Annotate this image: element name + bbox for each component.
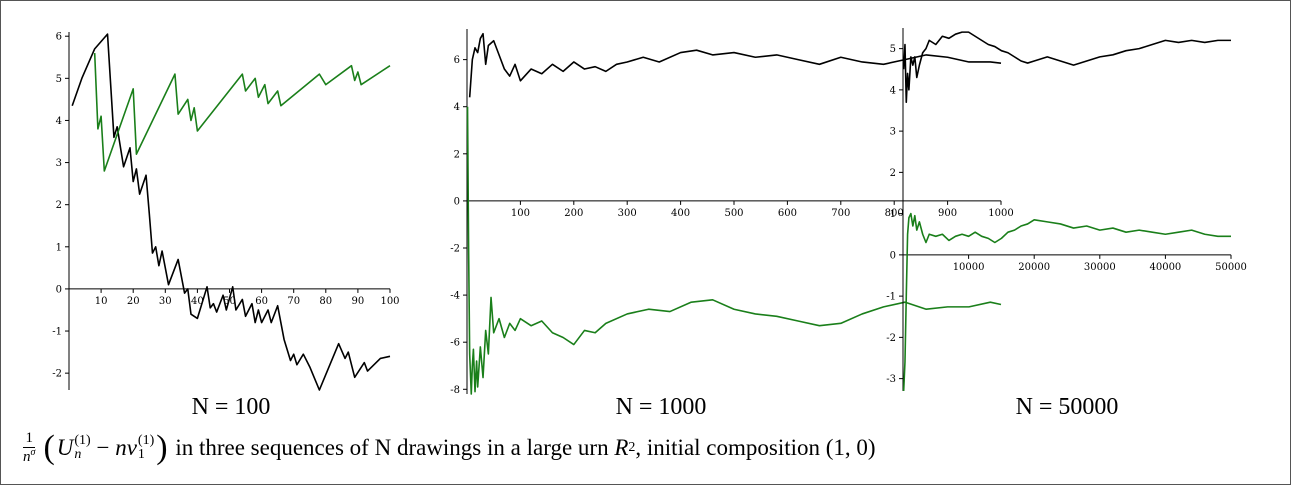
series-line [902, 212, 1231, 392]
series-line [466, 106, 1002, 395]
x-tick-label: 10 [95, 296, 108, 307]
x-tick-label: 50 [223, 296, 236, 307]
paren: ) [156, 429, 168, 466]
y-tick-label: 4 [454, 102, 460, 113]
y-tick-label: -2 [450, 244, 460, 255]
u: U [56, 435, 74, 460]
x-tick-label: 300 [618, 208, 637, 219]
x-tick-label: 900 [938, 208, 957, 219]
y-tick-label: 2 [56, 200, 62, 211]
x-tick-label: 800 [885, 208, 904, 219]
x-tick-label: 100 [380, 296, 399, 307]
caption: 1 nσ ( U (1) n − nv (1) 1 ) in three sequence… [23, 429, 876, 467]
y-tick-label: -1 [52, 327, 62, 338]
nv-sup: (1) [137, 433, 155, 448]
x-tick-label: 20000 [1018, 262, 1050, 273]
nv-scripts: (1) 1 [138, 434, 154, 462]
x-tick-label: 200 [564, 208, 583, 219]
y-tick-label: -8 [450, 385, 460, 396]
y-tick-label: -3 [886, 374, 896, 385]
nv: nv [115, 435, 137, 460]
x-tick-label: 70 [287, 296, 300, 307]
y-tick-label: 6 [454, 55, 460, 66]
den: n [23, 448, 31, 465]
y-tick-label: -1 [886, 292, 896, 303]
u-scripts: (1) n [74, 434, 90, 462]
y-tick-label: 4 [890, 85, 896, 96]
numerator: 1 [23, 429, 35, 448]
x-tick-label: 90 [352, 296, 365, 307]
y-tick-label: 6 [56, 32, 62, 43]
denominator: nσ [23, 446, 36, 466]
series-line [902, 31, 1231, 104]
x-tick-label: 40000 [1149, 262, 1181, 273]
y-tick-label: -4 [450, 291, 460, 302]
x-tick-label: 700 [831, 208, 850, 219]
u-sup: (1) [74, 433, 91, 448]
x-tick-label: 600 [778, 208, 797, 219]
y-tick-label: 5 [890, 44, 896, 55]
minus: − [90, 435, 116, 460]
y-tick-label: 5 [56, 74, 62, 85]
x-tick-label: 60 [255, 296, 268, 307]
y-tick-label: 3 [56, 158, 62, 169]
y-tick-label: -2 [886, 333, 896, 344]
x-tick-label: 80 [319, 296, 332, 307]
series-line [93, 53, 391, 172]
x-tick-label: 50000 [1215, 262, 1247, 273]
u-sub: n [74, 447, 82, 462]
x-tick-label: 500 [724, 208, 743, 219]
caption-tail: , initial composition (1, 0) [635, 435, 876, 460]
chart-label: N = 50000 [1016, 394, 1119, 420]
y-tick-label: 3 [890, 127, 896, 138]
x-tick-label: 30000 [1084, 262, 1116, 273]
y-tick-label: 0 [890, 250, 896, 261]
y-tick-label: 0 [56, 284, 62, 295]
chart-label: N = 1000 [616, 394, 707, 420]
y-tick-label: 2 [890, 168, 896, 179]
y-tick-label: -6 [450, 338, 460, 349]
x-tick-label: 1000 [988, 208, 1013, 219]
caption-text: in three sequences of N drawings in a la… [169, 435, 615, 460]
y-tick-label: 2 [454, 149, 460, 160]
r: R [614, 435, 629, 460]
y-tick-label: 0 [454, 196, 460, 207]
den-sup: σ [30, 446, 36, 458]
r-sub: 2 [628, 440, 636, 455]
y-tick-label: 1 [56, 242, 62, 253]
x-tick-label: 20 [127, 296, 140, 307]
series-line [468, 32, 1002, 98]
y-tick-label: -2 [52, 369, 62, 380]
x-tick-label: 10000 [953, 262, 985, 273]
chart-label: N = 100 [192, 394, 271, 420]
paren: ( [43, 429, 55, 466]
x-tick-label: 400 [671, 208, 690, 219]
x-tick-label: 30 [159, 296, 172, 307]
nv-sub: 1 [137, 447, 145, 462]
x-tick-label: 100 [511, 208, 530, 219]
x-tick-label: 40 [191, 296, 204, 307]
series-line [71, 33, 391, 391]
y-tick-label: 1 [890, 209, 896, 220]
fraction: 1 nσ [23, 429, 36, 466]
y-tick-label: 4 [56, 116, 62, 127]
